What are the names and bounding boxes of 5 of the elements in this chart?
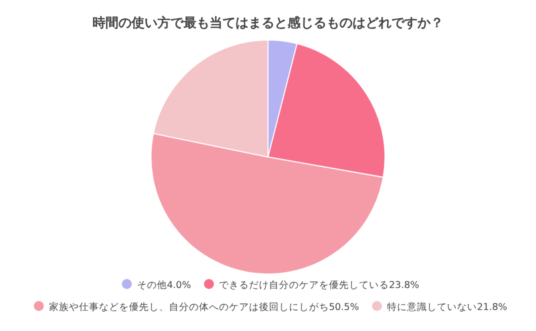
- legend-label: 家族や仕事などを優先し、自分の体へのケアは後回しにしがち50.5%: [48, 301, 359, 313]
- chart-title: 時間の使い方で最も当てはまると感じるものはどれですか？: [92, 15, 444, 31]
- legend-label: 特に意識していない21.8%: [387, 301, 508, 313]
- legend-label: その他4.0%: [136, 279, 191, 291]
- legend-label: できるだけ自分のケアを優先している23.8%: [218, 279, 420, 291]
